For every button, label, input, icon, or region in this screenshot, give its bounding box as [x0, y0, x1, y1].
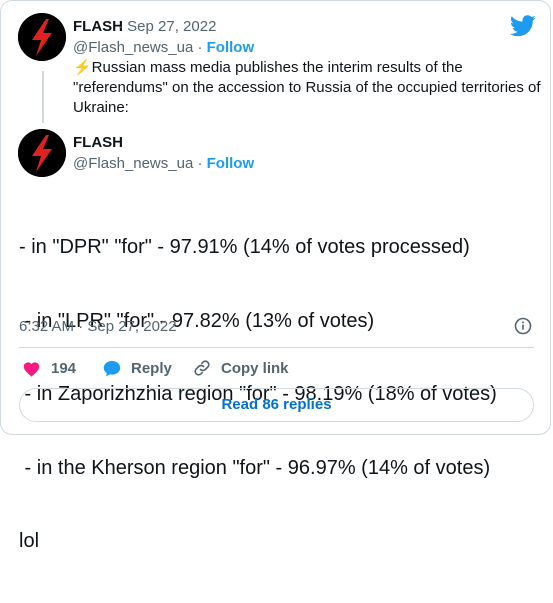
thread-connector-line [42, 71, 44, 123]
embedded-tweet-card: FLASH · Sep 27, 2022 @Flash_news_ua · Fo… [0, 0, 551, 552]
quoted-tweet-text: ⚡Russian mass media publishes the interi… [73, 59, 541, 116]
reply-button[interactable]: Reply [103, 358, 172, 378]
copy-link-button[interactable]: Copy link [193, 358, 289, 378]
date-text[interactable]: · Sep 27, 2022 [118, 18, 217, 35]
handle[interactable]: @Flash_news_ua [73, 39, 194, 56]
lightning-bolt-avatar [18, 129, 66, 177]
copy-link-label: Copy link [221, 359, 289, 377]
tweet-line: - in "LPR" "for" - 97.82% (13% of votes) [19, 309, 375, 332]
like-count: 194 [51, 359, 77, 377]
separator-dot: · [193, 155, 207, 172]
tweet-timestamp[interactable]: 6:32 AM · Sep 27, 2022 [19, 318, 177, 335]
reply-bubble-icon [103, 360, 121, 376]
separator-dot: · [193, 39, 207, 56]
display-name[interactable]: FLASH [73, 18, 123, 35]
avatar[interactable] [18, 13, 66, 61]
lightning-bolt-avatar [18, 13, 66, 61]
info-icon[interactable] [514, 317, 532, 335]
tweet-line: lol [19, 530, 40, 552]
link-icon [194, 360, 210, 376]
follow-button[interactable]: Follow [206, 155, 255, 172]
tweet-line: - in the Kherson region "for" - 96.97% (… [19, 456, 491, 479]
reply-label: Reply [131, 359, 172, 377]
read-replies-button[interactable]: Read 86 replies [19, 388, 534, 422]
heart-icon [23, 361, 40, 377]
handle-row: @Flash_news_ua · Follow [73, 39, 254, 56]
like-button[interactable]: 194 [22, 358, 76, 378]
avatar[interactable] [18, 129, 66, 177]
twitter-bird-icon[interactable] [510, 15, 536, 37]
tweet-date[interactable]: · Sep 27, 2022 [118, 18, 216, 35]
handle-row: @Flash_news_ua · Follow [73, 155, 254, 172]
follow-button[interactable]: Follow [206, 39, 255, 56]
handle[interactable]: @Flash_news_ua [73, 155, 194, 172]
divider [19, 347, 534, 348]
tweet-line: - in "DPR" "for" - 97.91% (14% of votes … [19, 236, 470, 258]
display-name[interactable]: FLASH [73, 134, 123, 151]
